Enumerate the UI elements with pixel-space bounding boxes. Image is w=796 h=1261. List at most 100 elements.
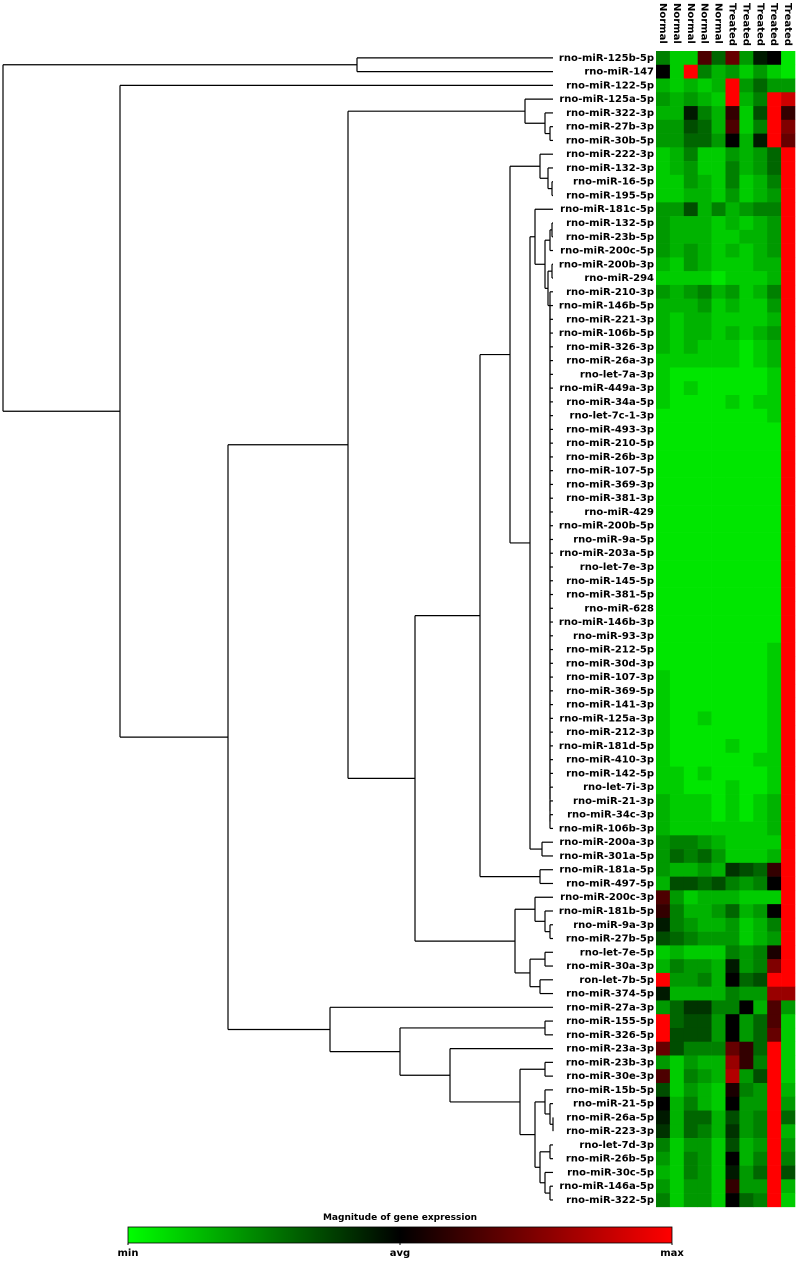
heatmap-cell [697, 1193, 712, 1208]
heatmap-cell [683, 697, 698, 712]
heatmap-cell [669, 615, 685, 630]
heatmap-cell [711, 229, 726, 244]
heatmap-cell [739, 106, 754, 121]
heatmap-cell [725, 766, 740, 781]
heatmap-cell [656, 408, 671, 423]
row-label: rno-miR-30b-5p [566, 135, 654, 146]
heatmap-cell [781, 739, 796, 754]
heatmap-cell [697, 601, 712, 616]
heatmap-cell [683, 601, 698, 616]
heatmap-cell [781, 1000, 796, 1015]
heatmap-cell [753, 642, 768, 657]
heatmap-cell [697, 408, 712, 423]
heatmap-cell [697, 133, 712, 148]
heatmap-cell [697, 697, 712, 712]
heatmap-cell [781, 1027, 796, 1043]
heatmap-cell [767, 794, 782, 809]
heatmap-cell [725, 642, 740, 657]
heatmap-cell [683, 1041, 698, 1056]
row-label: rno-miR-326-5p [566, 1030, 654, 1041]
row-label: rno-miR-30d-3p [566, 658, 654, 669]
heatmap-cell [669, 1193, 685, 1208]
heatmap-cell [753, 353, 768, 368]
row-label: rno-miR-203a-5p [559, 548, 654, 559]
heatmap-cell [669, 945, 685, 960]
heatmap-cell [683, 1069, 698, 1084]
heatmap-cell [656, 642, 671, 657]
heatmap-cell [725, 670, 740, 685]
heatmap-cell [711, 766, 726, 781]
heatmap-cell [711, 876, 726, 891]
heatmap-cell [656, 683, 671, 699]
heatmap-cell [781, 945, 796, 960]
heatmap-cell [767, 1041, 782, 1056]
heatmap-cell [656, 243, 671, 258]
heatmap-cell [683, 271, 698, 286]
heatmap-cell [656, 835, 671, 850]
heatmap-cell [725, 1138, 740, 1153]
heatmap-cell [669, 312, 685, 327]
row-label: rno-miR-9a-3p [573, 920, 654, 931]
heatmap-cell [767, 353, 782, 368]
heatmap-cell [753, 1055, 768, 1070]
heatmap-cell [767, 271, 782, 286]
heatmap-cell [753, 395, 768, 410]
heatmap-cell [781, 381, 796, 396]
heatmap-cell [725, 1041, 740, 1056]
heatmap-cell [697, 615, 712, 630]
row-label: rno-miR-322-3p [566, 108, 654, 119]
heatmap-cell [753, 1124, 768, 1139]
heatmap-cell [669, 188, 685, 203]
heatmap-cell [656, 1069, 671, 1084]
heatmap-cell [767, 339, 782, 355]
heatmap-cell [711, 64, 726, 79]
heatmap-cell [669, 1124, 685, 1139]
heatmap-cell [739, 408, 754, 423]
heatmap-cell [683, 587, 698, 602]
heatmap-cell [767, 890, 782, 905]
heatmap-cell [753, 422, 768, 437]
heatmap-cell [697, 463, 712, 478]
heatmap-cell [753, 862, 768, 877]
row-label: rno-miR-497-5p [566, 878, 654, 889]
row-label: rno-miR-27b-3p [566, 122, 654, 133]
heatmap-cell [739, 697, 754, 712]
heatmap-cell [767, 835, 782, 850]
heatmap-cell [781, 395, 796, 410]
heatmap-cell [656, 766, 671, 781]
heatmap-cell [711, 862, 726, 877]
heatmap-cell [683, 615, 698, 630]
heatmap-cell [656, 573, 671, 588]
heatmap-cell [711, 339, 726, 355]
row-label: rno-miR-200c-5p [560, 246, 654, 257]
heatmap-cell [725, 1069, 740, 1084]
heatmap-cell [781, 1179, 796, 1194]
heatmap-cell [725, 849, 740, 864]
heatmap-cell [725, 532, 740, 547]
heatmap-cell [711, 656, 726, 671]
heatmap-cell [683, 422, 698, 437]
heatmap-cell [781, 821, 796, 836]
heatmap-cell [767, 587, 782, 602]
heatmap-cell [711, 725, 726, 740]
heatmap-cell [683, 945, 698, 960]
heatmap-cell [725, 422, 740, 437]
heatmap-cell [711, 642, 726, 657]
heatmap-cell [725, 243, 740, 258]
heatmap-cell [711, 92, 726, 107]
heatmap-cell [753, 106, 768, 121]
heatmap-cell [739, 298, 754, 313]
heatmap-cell [781, 106, 796, 121]
heatmap-cell [683, 1027, 698, 1043]
heatmap-cell [753, 739, 768, 754]
row-label: rno-miR-23b-3p [566, 1057, 654, 1068]
heatmap-cell [753, 339, 768, 355]
heatmap-cell [656, 917, 671, 932]
heatmap-cell [656, 931, 671, 946]
heatmap-cell [753, 1014, 768, 1029]
heatmap-cell [697, 560, 712, 575]
heatmap-cell [767, 505, 782, 520]
heatmap-cell [697, 587, 712, 602]
heatmap-cell [669, 106, 685, 121]
heatmap-cell [656, 298, 671, 313]
